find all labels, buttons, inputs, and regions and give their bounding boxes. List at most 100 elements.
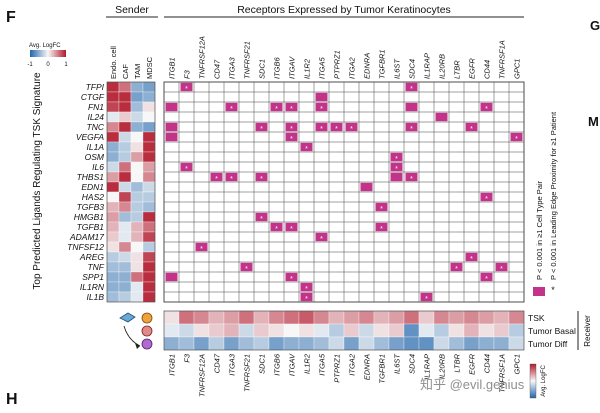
receiver-cell	[433, 336, 450, 351]
sender-cell	[130, 171, 144, 183]
ligand-label-areg: AREG	[79, 252, 104, 262]
ligand-label-tgfb1: TGFB1	[77, 222, 105, 232]
significance-star: *	[260, 176, 263, 183]
significance-star: *	[500, 266, 503, 273]
sender-cell	[130, 251, 144, 263]
receptor-label-top-tnfrsf21: TNFRSF21	[243, 41, 252, 79]
receiver-cell	[298, 310, 315, 325]
receiver-cell	[478, 323, 495, 338]
y-axis-title: Top Predicted Ligands Regulating TSK Sig…	[32, 72, 43, 290]
receiver-cell	[208, 310, 225, 325]
sender-cell	[142, 221, 156, 233]
interaction-cell-thbs1-sdc4	[405, 172, 418, 182]
significance-star: *	[290, 226, 293, 233]
receiver-cell	[403, 310, 420, 325]
colorbar-tick-max: 1	[64, 62, 68, 68]
significance-star: *	[320, 236, 323, 243]
sender-cell	[130, 241, 144, 253]
sender-cell	[106, 251, 120, 263]
sender-cell	[142, 201, 156, 213]
significance-star: *	[275, 106, 278, 113]
receiver-cell	[193, 336, 210, 351]
significance-star: *	[215, 176, 218, 183]
receptor-label-bottom-cd47: CD47	[213, 353, 222, 373]
receiver-cell	[403, 336, 420, 351]
receiver-cell	[163, 323, 180, 338]
interaction-cell-il1b-il1r2	[300, 292, 313, 302]
interaction-cell-tnc-sdc1	[255, 122, 268, 132]
interaction-cell-tnc-itga5	[315, 122, 328, 132]
receiver-cell	[253, 323, 270, 338]
significance-star: *	[305, 296, 308, 303]
sender-cell	[142, 261, 156, 273]
interaction-cell-il1b-il1rap	[420, 292, 433, 302]
ligand-label-osm: OSM	[85, 152, 105, 162]
interaction-cell-tnc-itgb1	[165, 122, 178, 132]
sender-cell	[130, 111, 144, 123]
sender-cell	[130, 151, 144, 163]
interaction-cell-tnf-tnfrsf1a	[495, 262, 508, 272]
sender-cell	[106, 271, 120, 283]
sender-cell	[106, 211, 120, 223]
receiver-cell	[298, 323, 315, 338]
keratinocyte-cell-icon	[119, 312, 136, 323]
receiver-cell	[238, 323, 255, 338]
ligand-label-il1a: IL1A	[87, 142, 105, 152]
sender-cell	[118, 241, 132, 253]
significance-star: *	[350, 126, 353, 133]
receiver-cell	[373, 336, 390, 351]
significance-star: *	[200, 246, 203, 253]
sender-cell	[118, 81, 132, 93]
significance-star: *	[455, 266, 458, 273]
sender-label-tam: TAM	[133, 64, 142, 79]
sender-cell	[118, 271, 132, 283]
receptor-label-top-il20rb: IL20RB	[438, 54, 447, 79]
sender-cell	[142, 101, 156, 113]
sender-cell	[142, 131, 156, 143]
cell-type-icons	[119, 312, 153, 350]
receptor-label-bottom-ednra: EDNRA	[363, 354, 372, 380]
sender-cell	[142, 211, 156, 223]
receptor-label-top-cd47: CD47	[213, 59, 222, 79]
receiver-label-tsk: TSK	[528, 313, 545, 323]
interaction-cell-tnc-sdc4	[405, 122, 418, 132]
receiver-cell	[223, 310, 240, 325]
ligand-label-ctgf: CTGF	[81, 92, 105, 102]
receiver-cell	[343, 310, 360, 325]
receiver-heatmap-border	[163, 310, 525, 351]
sender-cell	[106, 291, 120, 303]
interaction-cell-tnf-ltbr	[450, 262, 463, 272]
sender-cell	[118, 121, 132, 133]
basal-cell-icon	[141, 325, 153, 337]
receptor-label-bottom-tnfrsf1a: TNFRSF1A	[498, 354, 507, 393]
interaction-cell-vegfa-gpc1	[510, 132, 523, 142]
ligand-label-tfpi: TFPI	[86, 82, 105, 92]
significance-star: *	[185, 86, 188, 93]
sender-cell	[106, 81, 120, 93]
sender-cell	[106, 201, 120, 213]
interaction-cell-has2-cd44	[480, 192, 493, 202]
significance-star: *	[230, 106, 233, 113]
receptor-label-bottom-il1r2: IL1R2	[303, 353, 312, 374]
receiver-cell	[298, 336, 315, 351]
significance-star: *	[305, 286, 308, 293]
receptor-label-bottom-egfr: EGFR	[468, 353, 477, 374]
sender-cell	[106, 181, 120, 193]
receiver-cell	[463, 310, 480, 325]
receptor-label-bottom-cd44: CD44	[483, 354, 492, 373]
interaction-cell-edn1-ednra	[360, 182, 373, 192]
receiver-cell	[208, 336, 225, 351]
receptor-label-top-tnfrsf1a: TNFRSF1A	[498, 40, 507, 79]
receiver-cell	[283, 310, 300, 325]
sender-cell	[106, 111, 120, 123]
significance-star: *	[485, 196, 488, 203]
receiver-cell	[418, 336, 435, 351]
receiver-label: Receiver	[583, 315, 592, 347]
receiver-cell	[418, 323, 435, 338]
receiver-cell	[418, 310, 435, 325]
receptor-label-top-tgfbr1: TGFBR1	[378, 49, 387, 79]
interaction-cell-thbs1-sdc1	[255, 172, 268, 182]
diff-cell-icon	[141, 338, 153, 350]
significance-star: *	[245, 266, 248, 273]
ligand-label-tnc: TNC	[87, 122, 105, 132]
